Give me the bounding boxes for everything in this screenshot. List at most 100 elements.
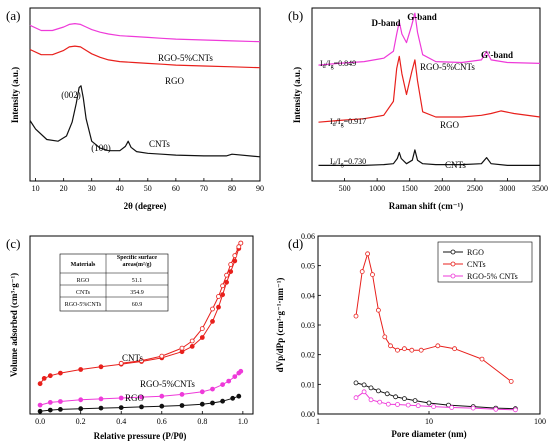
panel-d-point bbox=[452, 346, 458, 352]
panel-c-point bbox=[210, 318, 215, 324]
panel-d-x-tick-label: 1 bbox=[316, 417, 320, 426]
panel-d-point bbox=[388, 343, 393, 349]
panel-c-point bbox=[199, 389, 205, 395]
table-header-ssa: Specific surface areas(m²/g) bbox=[116, 255, 158, 268]
panel-a-series-label-rgo5cnts: RGO-5%CNTs bbox=[158, 53, 213, 63]
panel-c-series-line-1 bbox=[39, 370, 242, 406]
panel-d-point bbox=[401, 346, 407, 352]
panel-c-point bbox=[139, 394, 144, 400]
table-cell: CNTs bbox=[76, 290, 91, 296]
panel-d-point bbox=[449, 405, 455, 410]
panel-c-point bbox=[189, 343, 195, 349]
panel-c-point bbox=[226, 378, 232, 384]
panel-c-point bbox=[98, 364, 104, 370]
panel-a-x-tick-label: 70 bbox=[200, 184, 208, 193]
panel-a-x-tick-label: 60 bbox=[172, 184, 180, 193]
panel-d-x-tick-label: 100 bbox=[534, 417, 546, 426]
panel-c-desorption-point bbox=[139, 358, 144, 364]
panel-d-point bbox=[493, 406, 499, 412]
panel-c-point bbox=[41, 375, 47, 381]
panel-b-xlabel: Raman shift (cm⁻¹) bbox=[389, 201, 463, 211]
table-cell: RGO-5%CNTs bbox=[65, 302, 102, 308]
panel-b-series-line-0 bbox=[318, 12, 541, 66]
panel-d-point bbox=[409, 347, 415, 353]
panel-c-point bbox=[37, 402, 43, 408]
panel-d-point bbox=[365, 251, 371, 257]
panel-d-point bbox=[401, 396, 407, 402]
panel-b-ratio-value-rgo5cnts: 0.849 bbox=[338, 59, 356, 68]
panel-d-series-line-0 bbox=[355, 382, 516, 410]
table-cell: RGO bbox=[77, 278, 90, 284]
panel-d-y-tick-label: 0.03 bbox=[301, 321, 315, 330]
panel-d-label: (d) bbox=[288, 236, 303, 251]
panel-d: 1 10 100 0.00 0.01 0.02 0.03 0.04 0.05 0.06 (d) d… bbox=[275, 232, 546, 439]
panel-b-x-tick-label: 3500 bbox=[532, 184, 548, 193]
panel-a-series-label-cnts: CNTs bbox=[149, 139, 170, 149]
panel-d-xlabel: Pore diameter (nm) bbox=[391, 429, 466, 439]
panel-c-x-tick-label: 0.6 bbox=[157, 417, 167, 426]
panel-b-series-label-cnts: CNTs bbox=[445, 160, 466, 170]
panel-b-ylabel: Intensity (a.u.) bbox=[292, 67, 302, 123]
panel-c-desorption-point bbox=[236, 244, 242, 250]
panel-b-frame bbox=[311, 7, 541, 182]
panel-d-point bbox=[375, 307, 381, 313]
panel-c-series-label-cnts: CNTs bbox=[122, 353, 143, 363]
panel-c-desorption-point bbox=[228, 262, 234, 267]
table-header-materials: Materials bbox=[71, 262, 96, 268]
panel-c-point bbox=[47, 399, 53, 405]
panel-b-ratio-value-cnts: 0.730 bbox=[348, 157, 366, 166]
panel-d-point bbox=[353, 313, 359, 319]
panel-d-point bbox=[361, 382, 367, 388]
panel-d-point bbox=[368, 385, 374, 391]
panel-d-point bbox=[508, 378, 514, 384]
panel-d-point bbox=[395, 402, 400, 407]
panel-c-ylabel: Volume adsorbed (cm³·g⁻¹) bbox=[9, 273, 19, 377]
panel-c-point bbox=[210, 386, 215, 392]
panel-c-point bbox=[78, 367, 84, 372]
panel-d-point bbox=[368, 397, 374, 403]
panel-a-x-tick-label: 80 bbox=[228, 184, 236, 193]
panel-d-point bbox=[435, 343, 441, 349]
panel-a-label: (a) bbox=[6, 8, 20, 23]
panel-a-series-line-2 bbox=[29, 85, 261, 158]
panel-c-desorption-point bbox=[118, 360, 124, 366]
panel-c-x-tick-label: 0.4 bbox=[116, 417, 126, 426]
panel-c-point bbox=[199, 335, 205, 340]
panel-c-point bbox=[232, 374, 238, 380]
panel-c-point bbox=[179, 403, 185, 408]
legend-entry-label: RGO-5% CNTs bbox=[467, 272, 518, 281]
panel-c-point bbox=[220, 398, 226, 404]
table-header-ssa-box: Specific surface areas(m²/g) bbox=[116, 255, 158, 268]
panel-c-point bbox=[98, 405, 104, 411]
panel-c-point bbox=[159, 403, 165, 409]
panel-b-ratio-cnts: Id/Ig=0.730 bbox=[330, 157, 366, 168]
panel-d-point bbox=[405, 402, 411, 408]
panel-b-x-tick-label: 2000 bbox=[434, 184, 450, 193]
panel-c-point bbox=[47, 407, 53, 413]
panel-c-point bbox=[199, 401, 205, 407]
panel-a-x-tick-label: 20 bbox=[60, 184, 68, 193]
panel-c-point bbox=[220, 382, 226, 388]
panel-a-annotation-100: (100) bbox=[91, 143, 111, 153]
panel-c-x-tick-label: 1.0 bbox=[238, 417, 248, 426]
table-cell: 60.9 bbox=[132, 302, 143, 308]
panel-d-point bbox=[426, 400, 432, 406]
panel-a-x-tick-label: 40 bbox=[116, 184, 124, 193]
legend-entry-label: RGO bbox=[467, 248, 484, 257]
panel-c-desorption-point bbox=[220, 283, 226, 289]
panel-b-label: (b) bbox=[288, 8, 303, 23]
table-border bbox=[59, 253, 169, 312]
panel-b-g2band-label: G'-band bbox=[481, 50, 513, 60]
panel-b-series-label-rgo5cnts: RGO-5%CNTs bbox=[420, 62, 475, 72]
panel-c-point bbox=[58, 370, 63, 376]
surface-area-table: Materials Specific surface areas(m²/g) R… bbox=[59, 253, 169, 312]
legend-entry-label: CNTs bbox=[467, 260, 486, 269]
panel-c-desorption-point bbox=[232, 253, 238, 259]
panel-d-y-tick-label: 0.05 bbox=[301, 262, 315, 271]
panel-d-point bbox=[382, 334, 388, 340]
panel-a-x-tick-label: 90 bbox=[256, 184, 264, 193]
panel-c-point bbox=[98, 396, 104, 402]
panel-c-xlabel: Relative pressure (P/P0) bbox=[94, 431, 187, 441]
panel-b-series-label-rgo: RGO bbox=[440, 120, 460, 130]
panel-a-series-label-rgo: RGO bbox=[165, 76, 185, 86]
